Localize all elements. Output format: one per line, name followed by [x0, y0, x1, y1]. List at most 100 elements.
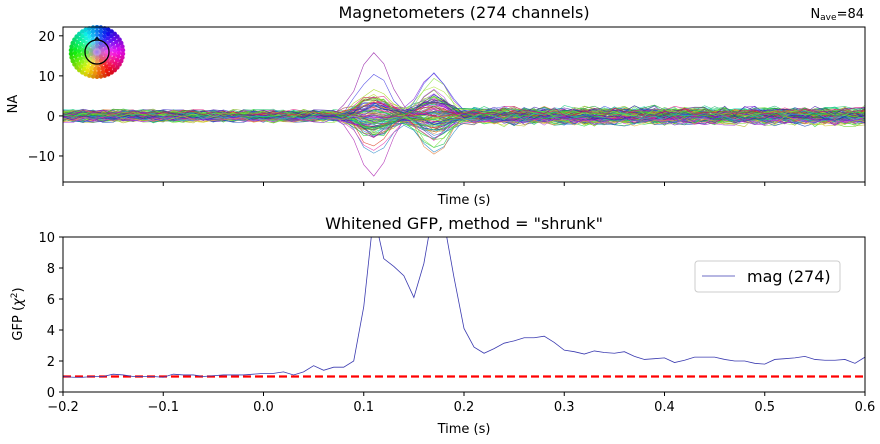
sensor-dot — [87, 34, 92, 39]
top-axes-frame — [62, 26, 866, 183]
sensor-dot — [98, 25, 104, 30]
top-title: Magnetometers (274 channels) — [338, 3, 589, 22]
sensor-dot — [70, 58, 76, 64]
sensor-dot — [83, 71, 89, 77]
sensor-dot — [96, 70, 102, 76]
sensor-dot — [98, 32, 104, 38]
gfp-series-line — [63, 237, 865, 378]
sensor-dot — [73, 54, 78, 59]
sensor-dot — [100, 69, 106, 75]
channel-trace — [63, 115, 865, 127]
sensor-dot — [110, 41, 116, 47]
sensor-dot — [80, 29, 85, 34]
sensor-dot — [112, 48, 118, 54]
sensor-dot — [72, 46, 78, 52]
y-tick-label: 6 — [47, 293, 55, 308]
sensor-dot — [77, 45, 82, 50]
sensor-dot — [104, 68, 109, 74]
sensor-dot — [92, 70, 98, 76]
x-tick-label: 0.6 — [855, 400, 876, 415]
x-tick-label: 0.0 — [253, 400, 274, 415]
sensor-dot — [96, 66, 102, 72]
butterfly-panel: Magnetometers (274 channels) Nave=84 −10… — [6, 3, 866, 208]
legend-label: mag (274) — [747, 267, 831, 286]
sensor-dot — [102, 30, 108, 35]
sensor-dot — [68, 47, 74, 53]
channel-trace — [63, 107, 865, 119]
sensor-dot — [90, 29, 96, 34]
sensor-dot — [85, 68, 90, 74]
top-ylabel: NA — [6, 95, 21, 114]
x-tick-label: −0.2 — [47, 400, 79, 415]
sensor-dot — [76, 48, 82, 54]
sensor-dot — [88, 65, 94, 71]
sensor-dot — [118, 40, 124, 46]
sensor-dot — [92, 66, 98, 72]
sensor-dot — [100, 65, 106, 71]
bottom-axes-frame — [62, 236, 866, 393]
x-tick-label: 0.1 — [353, 400, 374, 415]
sensor-dot — [120, 47, 126, 53]
sensor-dot — [72, 50, 78, 56]
sensor-dot — [83, 31, 89, 37]
sensor-dot — [90, 25, 96, 30]
sensor-dot — [109, 70, 114, 75]
sensor-dot — [112, 45, 117, 50]
sensor-dot — [94, 32, 100, 38]
sensor-dot — [90, 32, 96, 38]
y-tick-label: 2 — [47, 355, 55, 370]
sensor-dot — [98, 29, 104, 34]
y-tick-label: 10 — [38, 231, 55, 246]
x-tick-label: 0.4 — [654, 400, 675, 415]
sensor-dot — [94, 74, 100, 79]
sensor-dot — [112, 52, 118, 58]
sensor-dot — [76, 52, 82, 58]
channel-trace — [63, 104, 865, 123]
sensor-dot — [83, 36, 89, 41]
sensor-dot — [68, 51, 74, 57]
sensor-dot — [90, 74, 96, 79]
sensor-dot — [69, 44, 74, 49]
sensor-dot — [103, 64, 109, 69]
nose-icon — [94, 36, 100, 41]
sensor-dot — [107, 66, 113, 72]
sensor-dot — [116, 46, 122, 52]
sensor-dot — [120, 44, 125, 49]
y-tick-label: 0 — [47, 386, 55, 401]
head-outline — [84, 39, 110, 65]
sensor-dot — [105, 27, 111, 33]
y-tick-label: 10 — [38, 70, 55, 85]
sensor-dot — [77, 56, 83, 61]
y-tick-label: 20 — [38, 30, 55, 45]
x-tick-label: 0.2 — [454, 400, 475, 415]
y-tick-label: 4 — [47, 324, 55, 339]
channel-trace — [63, 88, 865, 127]
sensor-topomap-inset — [68, 25, 126, 79]
sensor-dot — [116, 54, 121, 59]
channel-trace — [63, 95, 865, 117]
sensor-dot — [94, 28, 100, 34]
sensor-dot — [114, 39, 119, 45]
top-xlabel: Time (s) — [437, 193, 491, 208]
channel-traces — [63, 52, 865, 177]
x-tick-label: 0.3 — [554, 400, 575, 415]
sensor-dot — [102, 73, 107, 78]
sensor-dot — [105, 71, 111, 77]
sensor-dot — [88, 69, 94, 75]
y-tick-label: −10 — [28, 150, 55, 165]
channel-trace — [63, 113, 865, 130]
bottom-title: Whitened GFP, method = "shrunk" — [325, 214, 603, 233]
sensor-dot — [87, 73, 92, 78]
sensor-dot — [102, 34, 107, 39]
sensor-dot — [98, 74, 104, 79]
nave-annotation: Nave=84 — [810, 7, 864, 23]
sensor-dot — [120, 51, 126, 57]
legend: mag (274) — [694, 260, 841, 293]
sensor-dot — [86, 30, 92, 35]
y-tick-label: 0 — [47, 110, 55, 125]
sensor-dot — [69, 55, 74, 60]
x-tick-label: −0.1 — [147, 400, 179, 415]
bottom-xlabel: Time (s) — [437, 422, 491, 437]
sensor-dot — [120, 55, 125, 60]
